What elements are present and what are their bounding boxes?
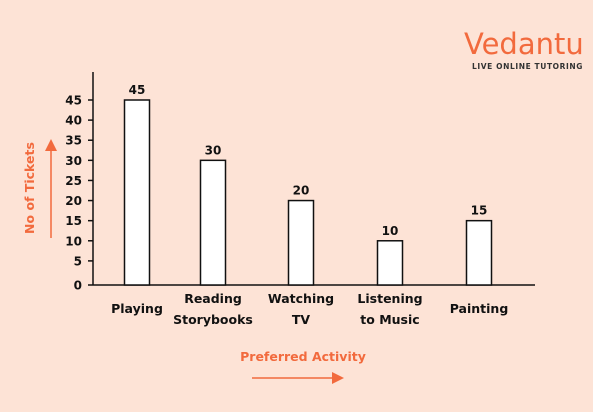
bar-group [123, 99, 493, 286]
data-label-group: 45 30 20 10 15 [129, 83, 488, 238]
bar [123, 99, 151, 286]
y-tick-label: 25 [65, 174, 82, 188]
category-label: Watching [268, 291, 334, 306]
data-label: 15 [471, 204, 488, 218]
y-tick-label: 15 [65, 214, 82, 228]
bar [287, 199, 315, 286]
data-label: 10 [382, 224, 399, 238]
x-axis-title: Preferred Activity [240, 349, 366, 364]
y-axis-title: No of Tickets [22, 142, 37, 234]
logo-tagline: LIVE ONLINE TUTORING [472, 62, 583, 71]
category-label: TV [292, 312, 311, 327]
y-tick-label: 10 [65, 234, 82, 248]
y-tick-group: 0 5 10 15 20 25 30 35 40 45 [65, 94, 93, 293]
y-tick-label: 30 [65, 154, 82, 168]
category-label-group: Playing Reading Storybooks Watching TV Listen… [111, 291, 508, 327]
y-tick-label: 20 [65, 194, 82, 208]
bar [465, 219, 493, 286]
logo-name: Vedantu [464, 27, 584, 61]
y-tick-label: 0 [74, 279, 82, 293]
bar [199, 159, 227, 286]
bar [376, 240, 404, 286]
category-label: Painting [450, 301, 509, 316]
category-label: Playing [111, 301, 163, 316]
data-label: 20 [293, 184, 310, 198]
y-tick-label: 40 [65, 114, 82, 128]
vedantu-logo: Vedantu LIVE ONLINE TUTORING [464, 27, 584, 71]
y-tick-label: 5 [74, 254, 82, 268]
data-label: 45 [129, 83, 146, 97]
category-label: Listening [357, 291, 422, 306]
y-tick-label: 35 [65, 134, 82, 148]
y-tick-label: 45 [65, 94, 82, 108]
category-label: to Music [360, 312, 419, 327]
category-label: Reading [184, 291, 242, 306]
category-label: Storybooks [173, 312, 253, 327]
data-label: 30 [205, 143, 222, 157]
